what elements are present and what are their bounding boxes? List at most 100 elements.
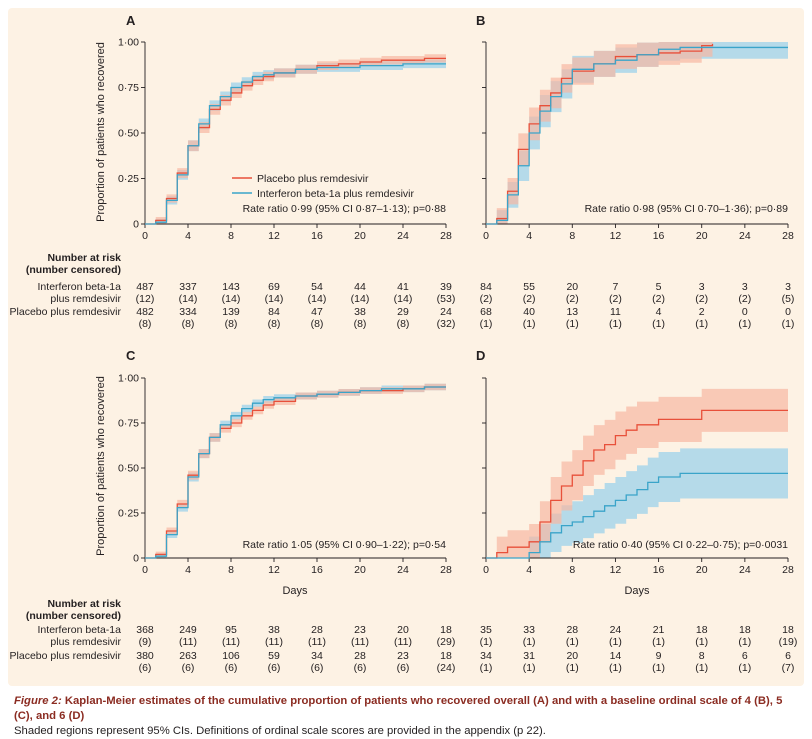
risk-ifn-censored: (1) — [480, 636, 493, 648]
risk-ifn-censored: (5) — [782, 293, 795, 305]
risk-pbo-count: 0 — [785, 306, 791, 318]
series-line-ifn — [145, 386, 446, 559]
risk-ifn-count: 38 — [268, 624, 280, 636]
risk-pbo-count: 28 — [354, 650, 366, 662]
risk-ifn-count: 28 — [566, 624, 578, 636]
x-tick-label: 0 — [142, 564, 148, 576]
panel-letter: B — [476, 13, 485, 28]
risk-row-ifn-2: plus remdesivir — [50, 293, 121, 305]
y-tick-label: 0·25 — [118, 508, 139, 520]
risk-ifn-censored: (2) — [480, 293, 493, 305]
x-tick-label: 4 — [185, 230, 191, 242]
figure-frame — [8, 8, 804, 686]
risk-pbo-censored: (1) — [480, 318, 493, 330]
x-tick-label: 12 — [610, 564, 622, 576]
risk-ifn-censored: (2) — [609, 293, 622, 305]
panel-letter: A — [126, 13, 136, 28]
panel-letter: C — [126, 348, 136, 363]
risk-pbo-count: 31 — [523, 650, 535, 662]
risk-pbo-censored: (1) — [609, 662, 622, 674]
caption-title: Kaplan-Meier estimates of the cumulative… — [14, 695, 783, 722]
x-tick-label: 28 — [782, 230, 794, 242]
risk-pbo-censored: (6) — [225, 662, 238, 674]
risk-ifn-count: 84 — [480, 281, 492, 293]
risk-header: Number at risk — [47, 598, 121, 610]
risk-pbo-count: 59 — [268, 650, 280, 662]
risk-pbo-count: 6 — [742, 650, 748, 662]
risk-pbo-count: 334 — [179, 306, 197, 318]
risk-ifn-censored: (2) — [566, 293, 579, 305]
risk-ifn-censored: (1) — [609, 636, 622, 648]
risk-pbo-censored: (8) — [182, 318, 195, 330]
risk-pbo-censored: (8) — [268, 318, 281, 330]
risk-ifn-censored: (2) — [652, 293, 665, 305]
risk-pbo-count: 139 — [222, 306, 240, 318]
y-axis-label-bottom: Proportion of patients who recovered — [95, 376, 107, 556]
x-tick-label: 24 — [397, 230, 409, 242]
risk-pbo-censored: (6) — [182, 662, 195, 674]
risk-pbo-censored: (1) — [695, 662, 708, 674]
risk-ifn-count: 95 — [225, 624, 237, 636]
risk-ifn-count: 18 — [696, 624, 708, 636]
risk-ifn-censored: (11) — [265, 636, 283, 648]
risk-pbo-censored: (1) — [609, 318, 622, 330]
caption-label: Figure 2: — [14, 695, 62, 707]
x-tick-label: 0 — [483, 564, 489, 576]
series-line-ifn — [145, 63, 446, 225]
risk-labels-bottom: Number at risk (number censored) Interfe… — [10, 598, 122, 662]
risk-ifn-censored: (1) — [695, 636, 708, 648]
risk-ifn-count: 35 — [480, 624, 492, 636]
risk-ifn-censored: (53) — [437, 293, 456, 305]
risk-ifn-count: 5 — [656, 281, 662, 293]
risk-pbo-count: 106 — [222, 650, 240, 662]
risk-ifn-count: 55 — [523, 281, 535, 293]
km-panel-d: D 0 4 8 12 16 20 24 28 Rate ratio 0·40 (95% CI 0·… — [476, 348, 797, 674]
y-axis-label-top: Proportion of patients who recovered — [95, 42, 107, 222]
risk-pbo-censored: (1) — [566, 318, 579, 330]
risk-subheader: (number censored) — [26, 610, 121, 622]
risk-pbo-count: 23 — [397, 650, 409, 662]
risk-pbo-count: 20 — [566, 650, 578, 662]
risk-ifn-count: 20 — [397, 624, 409, 636]
risk-ifn-censored: (2) — [738, 293, 751, 305]
risk-pbo-censored: (6) — [397, 662, 410, 674]
risk-pbo-count: 40 — [523, 306, 535, 318]
risk-pbo-count: 84 — [268, 306, 280, 318]
series-line-ifn — [486, 472, 788, 559]
risk-ifn-censored: (12) — [136, 293, 155, 305]
risk-ifn-censored: (1) — [738, 636, 751, 648]
risk-pbo-censored: (1) — [480, 662, 493, 674]
ci-band-placebo — [486, 388, 788, 558]
risk-ifn-count: 18 — [440, 624, 452, 636]
risk-pbo-censored: (8) — [354, 318, 367, 330]
risk-pbo-count: 47 — [311, 306, 323, 318]
risk-pbo-censored: (24) — [437, 662, 456, 674]
caption-note: Shaded regions represent 95% CIs. Defini… — [14, 725, 546, 737]
risk-ifn-censored: (11) — [308, 636, 326, 648]
km-panel-a: A 0 4 8 12 16 20 24 28 0 0·25 0·50 0·75 1·00 Rate rati… — [118, 13, 455, 330]
y-tick-label: 0·75 — [118, 82, 139, 94]
y-tick-label: 0 — [133, 553, 139, 565]
risk-header: Number at risk — [47, 252, 121, 264]
x-tick-label: 16 — [653, 230, 665, 242]
risk-ifn-count: 41 — [397, 281, 409, 293]
risk-ifn-censored: (2) — [523, 293, 536, 305]
x-tick-label: 16 — [311, 564, 323, 576]
risk-row-pbo: Placebo plus remdesivir — [10, 650, 122, 662]
risk-pbo-count: 482 — [136, 306, 154, 318]
x-tick-label: 4 — [526, 564, 532, 576]
risk-ifn-censored: (11) — [394, 636, 412, 648]
risk-pbo-count: 0 — [742, 306, 748, 318]
km-panel-c: C 0 4 8 12 16 20 24 28 0 0·25 0·50 0·75 1·00 Rate rati… — [118, 348, 455, 674]
risk-pbo-count: 14 — [610, 650, 622, 662]
risk-ifn-count: 39 — [440, 281, 452, 293]
risk-ifn-count: 7 — [613, 281, 619, 293]
risk-pbo-count: 8 — [699, 650, 705, 662]
risk-ifn-censored: (1) — [566, 636, 579, 648]
risk-pbo-count: 6 — [785, 650, 791, 662]
risk-pbo-censored: (1) — [652, 662, 665, 674]
x-axis-label-c: Days — [282, 585, 308, 597]
risk-pbo-count: 380 — [136, 650, 154, 662]
rate-ratio-annotation: Rate ratio 0·98 (95% CI 0·70–1·36); p=0·… — [585, 203, 789, 215]
y-tick-label: 0 — [133, 219, 139, 231]
